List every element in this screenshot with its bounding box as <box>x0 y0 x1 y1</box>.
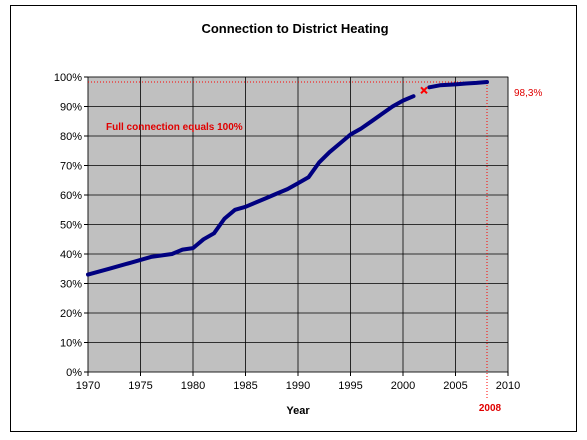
series-line <box>86 94 416 277</box>
chart-title: Connection to District Heating <box>201 21 388 36</box>
x-axis-title: Year <box>286 405 310 417</box>
end-value-label: 98,3% <box>514 88 542 99</box>
y-tick-label: 50% <box>60 220 82 232</box>
x-tick-label: 1995 <box>338 380 362 392</box>
y-tick-label: 10% <box>60 338 82 350</box>
x-tick-label: 2005 <box>443 380 467 392</box>
y-tick-label: 80% <box>60 131 82 143</box>
y-tick-label: 90% <box>60 102 82 114</box>
y-tick-label: 100% <box>54 72 82 84</box>
x-tick-label: 2010 <box>496 380 520 392</box>
grid-lines <box>87 76 509 373</box>
series-layer <box>86 80 489 277</box>
x-tick-label: 1975 <box>128 380 152 392</box>
x-axis-ticks: 1970 1975 1980 1985 1990 1995 2000 2005 2010 <box>76 372 520 392</box>
x-tick-label: 1990 <box>286 380 310 392</box>
y-tick-label: 70% <box>60 161 82 173</box>
marker-x-stroke <box>420 86 428 94</box>
y-tick-label: 0% <box>66 367 82 379</box>
x-tick-label: 1980 <box>181 380 205 392</box>
y-tick-label: 30% <box>60 279 82 291</box>
y-tick-label: 20% <box>60 308 82 320</box>
end-year-label: 2008 <box>479 403 502 414</box>
full-connection-annotation: Full connection equals 100% <box>106 122 243 133</box>
reference-lines <box>88 81 488 400</box>
x-tick-label: 1970 <box>76 380 100 392</box>
x-tick-label: 2000 <box>391 380 415 392</box>
series-line <box>427 80 489 90</box>
x-tick-label: 1985 <box>233 380 257 392</box>
y-axis-ticks: 0% 10% 20% 30% 40% 50% 60% 70% 80% 90% 100% <box>54 72 88 379</box>
y-tick-label: 40% <box>60 249 82 261</box>
y-tick-label: 60% <box>60 190 82 202</box>
